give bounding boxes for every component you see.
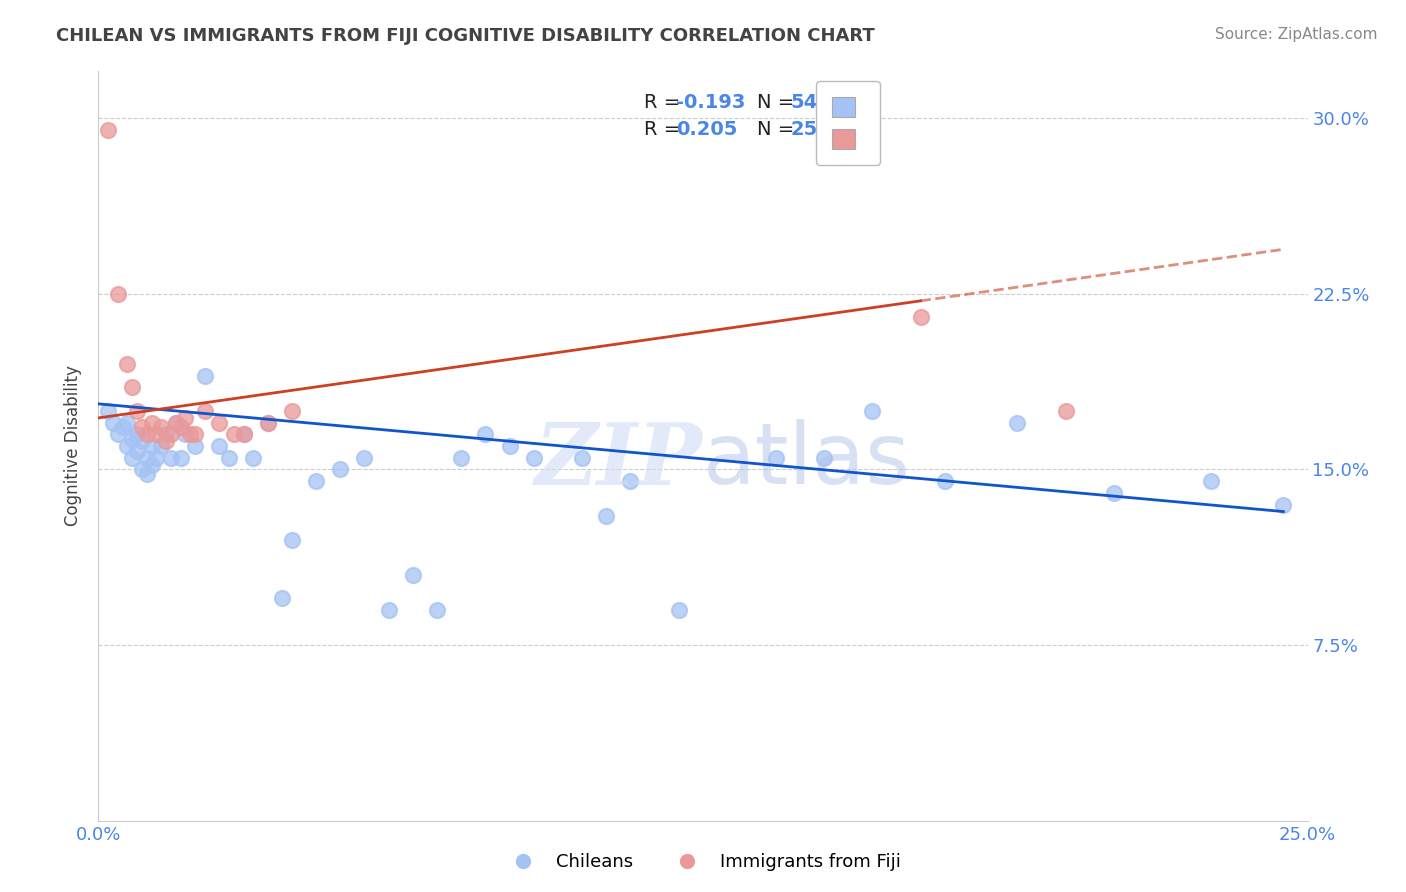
Point xyxy=(194,404,217,418)
Point xyxy=(101,416,124,430)
Point xyxy=(111,420,134,434)
Point xyxy=(813,450,835,465)
Legend: Chileans, Immigrants from Fiji: Chileans, Immigrants from Fiji xyxy=(498,847,908,879)
Text: R =: R = xyxy=(644,94,686,112)
Point xyxy=(145,427,167,442)
Point xyxy=(131,462,153,476)
Point xyxy=(184,427,207,442)
Point xyxy=(184,439,207,453)
Point xyxy=(1102,485,1125,500)
Point xyxy=(174,427,197,442)
Point xyxy=(242,450,264,465)
Point xyxy=(121,432,143,446)
Point xyxy=(127,443,149,458)
Point xyxy=(107,427,129,442)
Point xyxy=(523,450,546,465)
Text: 54: 54 xyxy=(790,94,817,112)
Point xyxy=(571,450,593,465)
Point xyxy=(141,416,163,430)
Text: atlas: atlas xyxy=(703,419,911,502)
Point xyxy=(329,462,352,476)
Point xyxy=(498,439,520,453)
Text: N =: N = xyxy=(758,120,801,138)
Point xyxy=(353,450,375,465)
Point xyxy=(121,450,143,465)
Point xyxy=(117,357,139,371)
Point xyxy=(934,474,956,488)
Point xyxy=(117,416,139,430)
Text: 0.205: 0.205 xyxy=(676,120,738,138)
Point xyxy=(169,450,191,465)
Point xyxy=(150,420,173,434)
Point xyxy=(160,450,183,465)
Point xyxy=(271,591,294,606)
Point xyxy=(97,123,120,137)
Point xyxy=(179,427,201,442)
Point xyxy=(141,458,163,472)
Point xyxy=(1272,498,1295,512)
Point xyxy=(155,427,177,442)
Point xyxy=(165,416,187,430)
Point xyxy=(165,416,187,430)
Point xyxy=(145,450,167,465)
Point xyxy=(135,427,157,442)
Point xyxy=(107,286,129,301)
Text: -0.193: -0.193 xyxy=(676,94,745,112)
Point xyxy=(595,509,617,524)
Point xyxy=(377,603,399,617)
Point xyxy=(305,474,328,488)
Point xyxy=(426,603,449,617)
Point xyxy=(160,427,183,442)
Point xyxy=(155,434,177,449)
Y-axis label: Cognitive Disability: Cognitive Disability xyxy=(65,366,83,526)
Point xyxy=(281,533,304,547)
Point xyxy=(450,450,472,465)
Text: CHILEAN VS IMMIGRANTS FROM FIJI COGNITIVE DISABILITY CORRELATION CHART: CHILEAN VS IMMIGRANTS FROM FIJI COGNITIV… xyxy=(56,27,875,45)
Legend: , : , xyxy=(815,81,880,165)
Point xyxy=(150,439,173,453)
Point xyxy=(117,439,139,453)
Text: N =: N = xyxy=(758,94,801,112)
Point xyxy=(127,404,149,418)
Point xyxy=(1199,474,1222,488)
Point xyxy=(131,420,153,434)
Point xyxy=(1054,404,1077,418)
Point xyxy=(256,416,278,430)
Point xyxy=(222,427,245,442)
Point xyxy=(174,411,197,425)
Text: ZIP: ZIP xyxy=(536,419,703,503)
Point xyxy=(860,404,883,418)
Point xyxy=(121,380,143,394)
Point xyxy=(218,450,240,465)
Point xyxy=(127,427,149,442)
Point xyxy=(402,567,425,582)
Point xyxy=(619,474,641,488)
Point xyxy=(97,404,120,418)
Point xyxy=(208,439,231,453)
Point xyxy=(910,310,932,325)
Point xyxy=(141,439,163,453)
Point xyxy=(232,427,254,442)
Point xyxy=(1007,416,1029,430)
Point xyxy=(135,467,157,482)
Point xyxy=(232,427,254,442)
Point xyxy=(281,404,304,418)
Point xyxy=(256,416,278,430)
Point xyxy=(135,450,157,465)
Point xyxy=(194,368,217,383)
Text: R =: R = xyxy=(644,120,686,138)
Point xyxy=(208,416,231,430)
Point xyxy=(668,603,690,617)
Text: Source: ZipAtlas.com: Source: ZipAtlas.com xyxy=(1215,27,1378,42)
Point xyxy=(765,450,787,465)
Text: 25: 25 xyxy=(790,120,817,138)
Point xyxy=(474,427,496,442)
Point xyxy=(169,420,191,434)
Point xyxy=(131,434,153,449)
